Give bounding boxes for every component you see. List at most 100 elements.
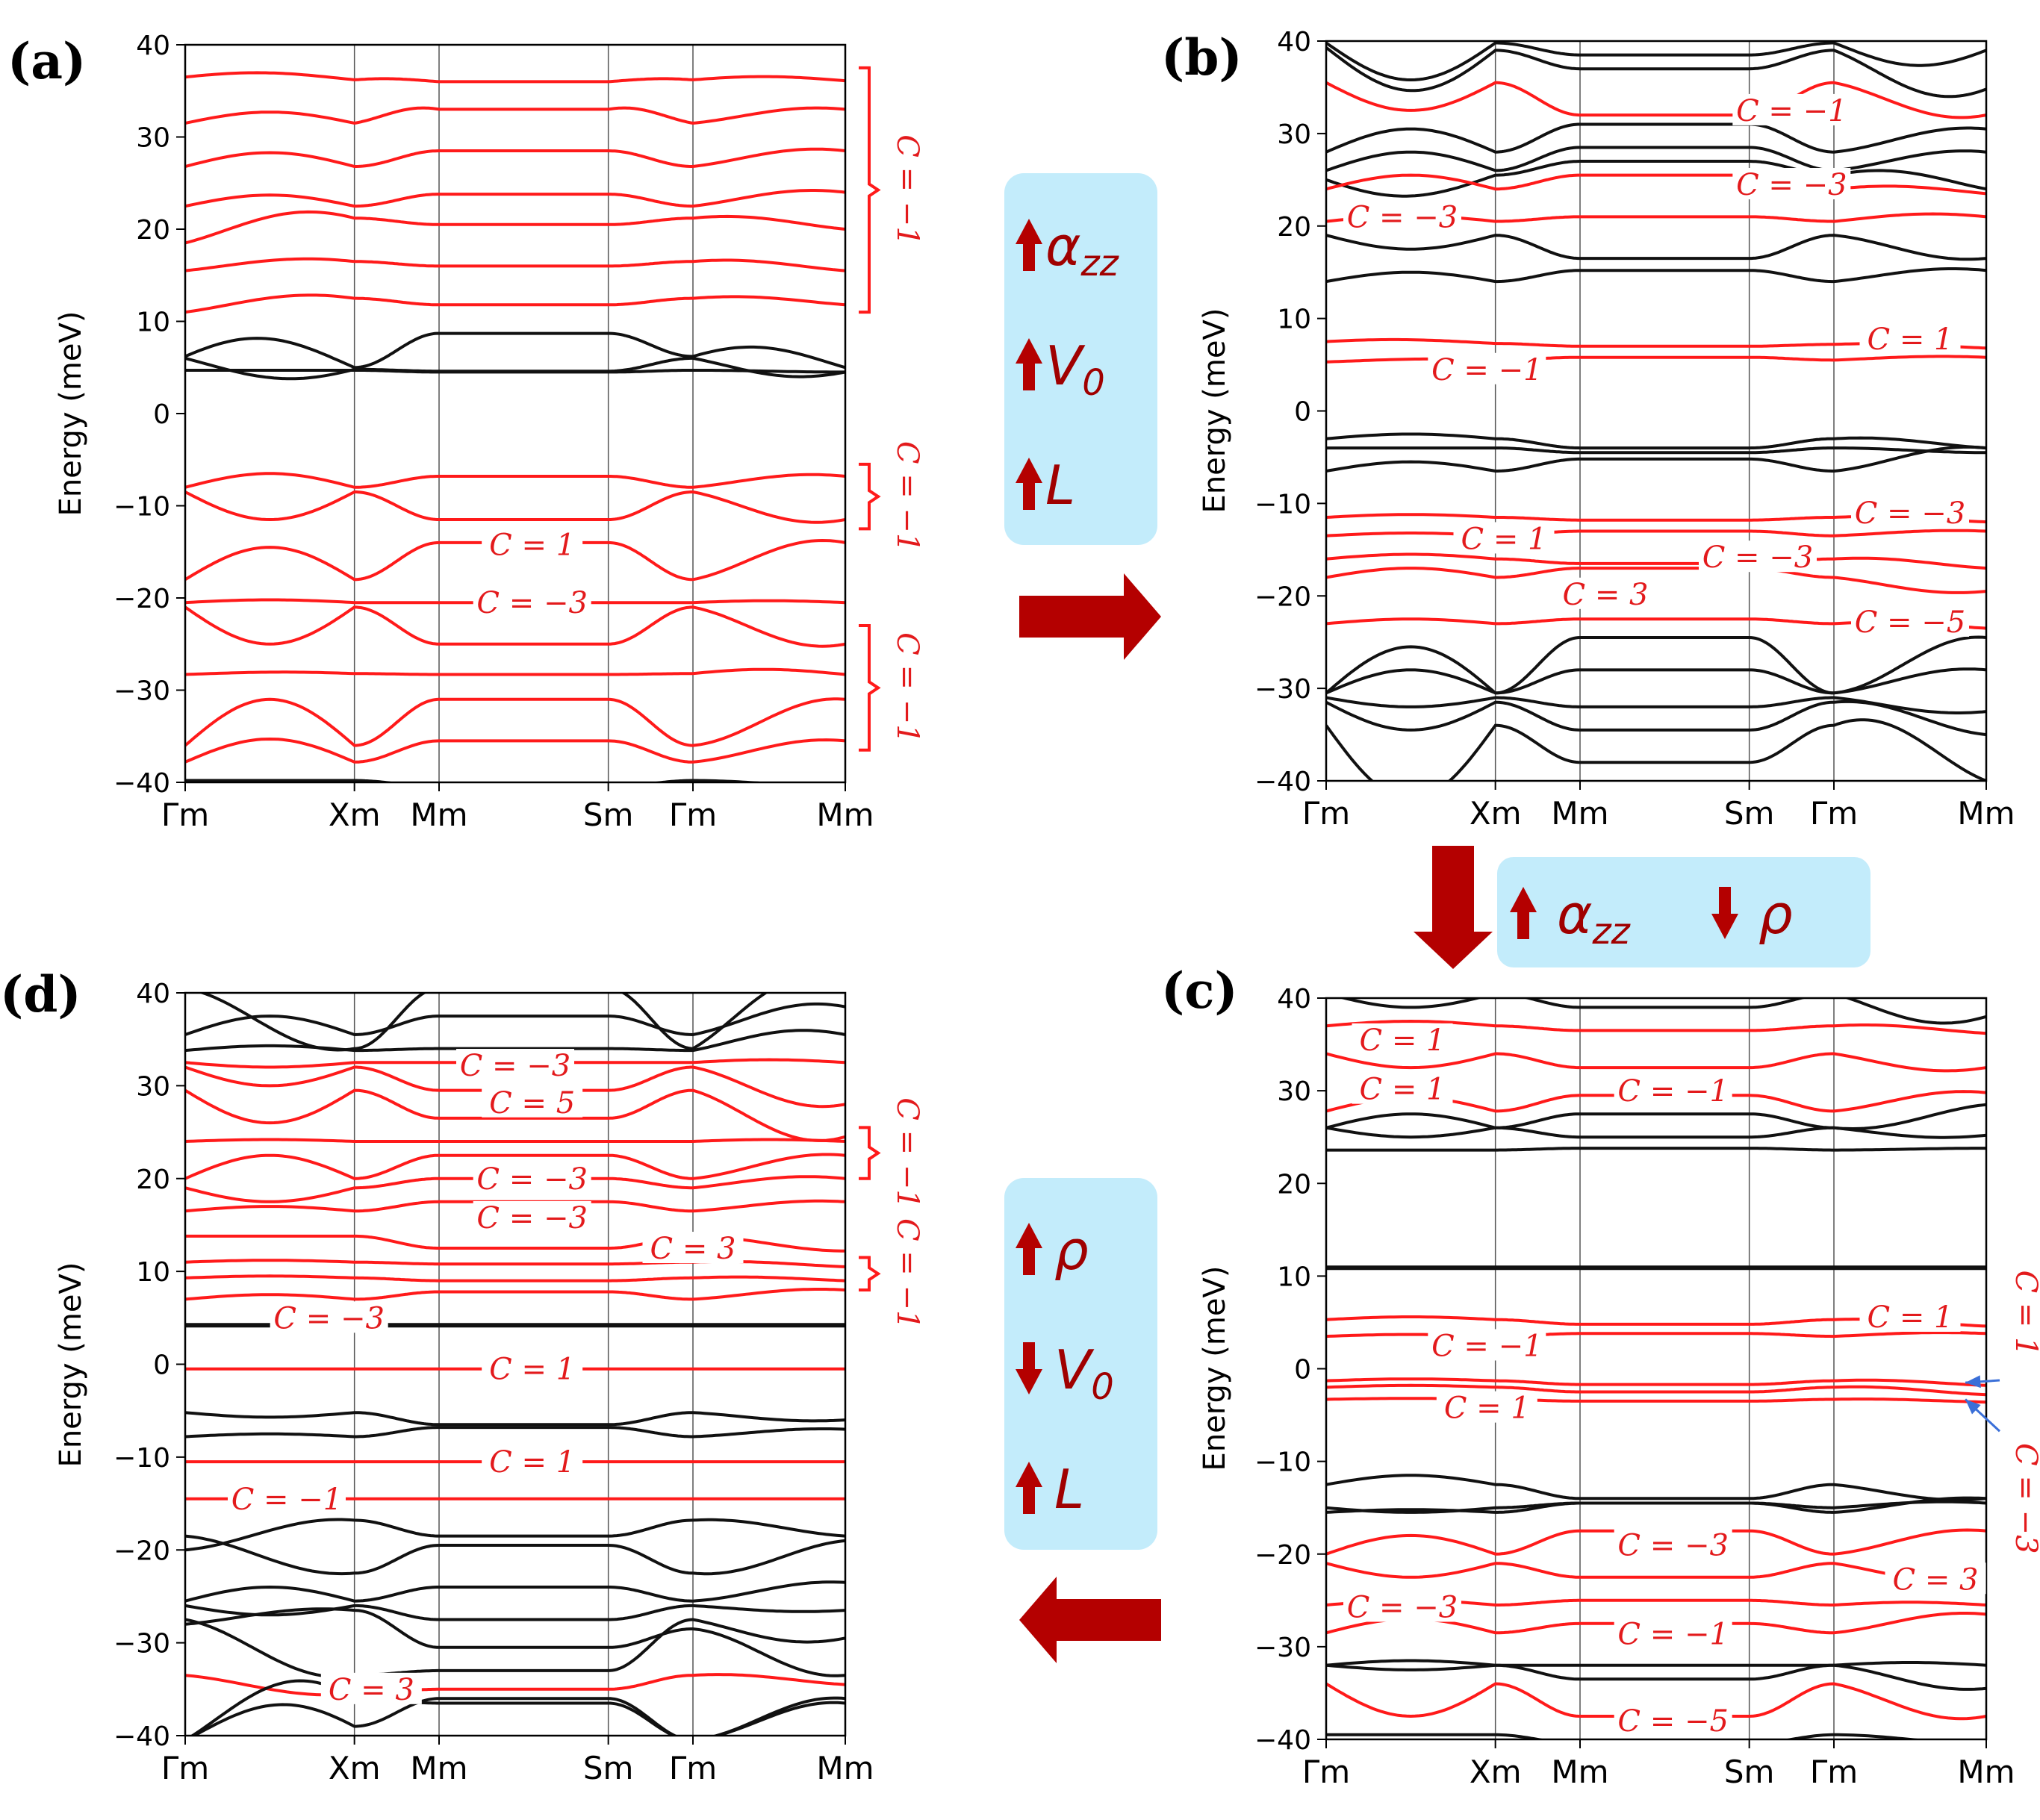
bracket: [859, 624, 881, 752]
chern-label-bg: [1428, 1329, 1546, 1361]
y-tick-label: −20: [1254, 582, 1311, 612]
bracket-label: C = −1: [890, 441, 924, 552]
x-tick-label: Mm: [1957, 1754, 2015, 1790]
chern-label-bg: [482, 1352, 583, 1384]
chern-band: [185, 1259, 845, 1268]
chern-label: C = −3: [273, 1301, 385, 1336]
x-tick-label: Mm: [816, 1750, 874, 1786]
chern-label: C = −1: [1617, 1074, 1729, 1109]
chern-band: [185, 1138, 845, 1143]
chern-label: C = 1: [489, 1445, 575, 1480]
x-tick-label: Mm: [410, 797, 467, 833]
chern-label: C = −3: [1736, 168, 1847, 202]
x-tick-label: Γm: [161, 797, 209, 833]
control-parameter: V0: [1045, 334, 1105, 404]
chern-label: C = −1: [231, 1483, 343, 1517]
panel-letter: (c): [1161, 962, 1238, 1020]
y-tick-label: −40: [113, 1721, 170, 1752]
chern-label: C = −5: [1855, 605, 1966, 640]
pointer-arrowhead: [1965, 1399, 1981, 1415]
trivial-band: [185, 1029, 845, 1053]
y-tick-label: 10: [1277, 305, 1311, 335]
y-tick-label: 30: [136, 1071, 170, 1102]
y-tick-label: −30: [113, 1629, 170, 1659]
x-tick-label: Mm: [1957, 795, 2015, 832]
chern-band: [1326, 355, 1986, 364]
y-tick-label: 20: [136, 1165, 170, 1195]
y-tick-label: −10: [113, 1443, 170, 1474]
chern-label-bg: [1885, 1562, 1986, 1595]
x-tick-label: Γm: [1302, 795, 1350, 832]
chern-label: C = 3: [1563, 578, 1649, 612]
y-tick-label: 20: [136, 215, 170, 246]
down-arrow-icon: [1016, 1342, 1042, 1394]
trivial-band: [1326, 1103, 1986, 1131]
control-symbol: L: [1045, 454, 1075, 517]
trivial-band: [1326, 1496, 1986, 1514]
x-tick-label: Sm: [1724, 795, 1775, 832]
y-axis-label: Energy (meV): [54, 1262, 88, 1468]
chern-band: [1326, 1019, 1986, 1035]
x-tick-label: Γm: [1810, 795, 1858, 832]
up-arrow-icon: [1016, 1223, 1042, 1275]
chern-band: [1326, 212, 1986, 223]
chern-label-bg: [482, 1445, 583, 1477]
chern-label-bg: [1699, 540, 1817, 573]
trivial-band: [1326, 432, 1986, 450]
trivial-band: [1326, 267, 1986, 284]
y-tick-label: 30: [136, 123, 170, 154]
chern-label-bg: [1732, 168, 1851, 200]
chern-label-bg: [1343, 200, 1461, 232]
trivial-band: [1326, 1659, 1986, 1667]
chern-label: C = 1: [1868, 322, 1953, 357]
y-tick-label: −10: [113, 492, 170, 523]
control-parameter: ρ: [1054, 1219, 1089, 1282]
chern-label-bg: [1614, 1704, 1732, 1736]
y-tick-label: 40: [136, 31, 170, 61]
bracket-label: C = −1: [890, 134, 924, 246]
x-tick-label: Mm: [410, 1750, 467, 1786]
trivial-band: [1326, 696, 1986, 714]
trivial-band: [185, 356, 845, 381]
control-parameter: αzz: [1557, 883, 1632, 953]
control-subscript: zz: [1591, 911, 1631, 953]
chern-label-bg: [1555, 577, 1656, 609]
y-tick-label: 10: [136, 1257, 170, 1288]
chern-label-bg: [1859, 1300, 1961, 1332]
panel-b: (b) 40 30 20 10 0 −10 −20 −30 −40 Energy (meV) Γm Xm…: [1161, 27, 2015, 832]
x-tick-label: Sm: [583, 797, 634, 833]
chern-label-bg: [1453, 522, 1555, 554]
control-parameter: αzz: [1045, 215, 1120, 284]
trivial-band: [185, 1002, 845, 1037]
chern-label-bg: [473, 1200, 591, 1232]
control-symbol: α: [1557, 883, 1592, 946]
chern-label: C = 1: [1360, 1073, 1446, 1107]
chern-label: C = 3: [329, 1673, 414, 1707]
chern-label: C = −3: [1617, 1528, 1729, 1562]
chern-band: [1326, 337, 1986, 350]
chern-label-bg: [1352, 1023, 1453, 1055]
chern-band: [185, 189, 845, 208]
chern-band: [185, 71, 845, 84]
trivial-band: [185, 1604, 845, 1621]
chern-band: [185, 697, 845, 747]
chern-label-bg: [228, 1482, 346, 1514]
down-arrow-large-icon: [1414, 846, 1493, 969]
bracket: [859, 66, 881, 314]
control-parameter: V0: [1054, 1338, 1114, 1408]
chern-label-bg: [473, 1162, 591, 1194]
chern-label: C = −5: [1617, 1704, 1729, 1739]
chern-band: [185, 1088, 845, 1142]
chern-label: C = −3: [460, 1049, 571, 1083]
trivial-band: [1326, 718, 1986, 781]
bracket: [859, 1256, 881, 1291]
chern-label: C = 1: [1444, 1392, 1530, 1426]
chern-label: C = 1: [1360, 1023, 1446, 1058]
y-tick-label: −40: [1254, 1725, 1311, 1756]
trivial-band: [185, 1607, 845, 1677]
control-subscript: zz: [1080, 243, 1119, 284]
y-tick-label: −10: [1254, 489, 1311, 520]
y-tick-label: 20: [1277, 1169, 1311, 1200]
y-tick-label: 0: [1294, 1355, 1311, 1386]
